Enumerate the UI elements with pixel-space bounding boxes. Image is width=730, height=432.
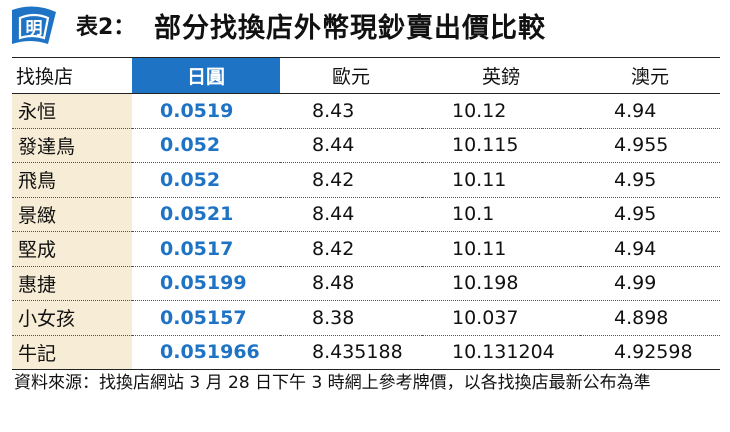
table-number: 表2：	[76, 15, 136, 40]
store-cell: 景緻	[12, 197, 132, 232]
table-row: 牛記 0.051966 8.435188 10.131204 4.92598	[12, 335, 720, 370]
exchange-rate-table: 找換店 日圓 歐元 英鎊 澳元 永恒 0.0519 8.43 10.12 4.9…	[12, 57, 720, 370]
column-header-aud: 澳元	[580, 57, 720, 94]
column-header-jpy: 日圓	[132, 57, 280, 94]
jpy-cell: 0.0517	[132, 231, 280, 267]
gbp-cell: 10.115	[422, 128, 580, 163]
aud-cell: 4.955	[580, 128, 720, 163]
store-cell: 飛鳥	[12, 162, 132, 198]
aud-cell: 4.94	[580, 231, 720, 267]
jpy-cell: 0.0519	[132, 93, 280, 129]
store-cell: 牛記	[12, 335, 132, 370]
gbp-cell: 10.198	[422, 266, 580, 301]
eur-cell: 8.42	[280, 231, 422, 267]
table-row: 堅成 0.0517 8.42 10.11 4.94	[12, 231, 720, 267]
table-row: 景緻 0.0521 8.44 10.1 4.95	[12, 197, 720, 232]
aud-cell: 4.94	[580, 93, 720, 129]
eur-cell: 8.42	[280, 162, 422, 198]
page-title: 部分找換店外幣現鈔賣出價比較	[154, 13, 546, 44]
jpy-cell: 0.052	[132, 128, 280, 163]
gbp-cell: 10.131204	[422, 335, 580, 370]
gbp-cell: 10.1	[422, 197, 580, 232]
header-row: 找換店 日圓 歐元 英鎊 澳元	[12, 57, 720, 94]
eur-cell: 8.435188	[280, 335, 422, 370]
eur-cell: 8.43	[280, 93, 422, 129]
eur-cell: 8.44	[280, 128, 422, 163]
aud-cell: 4.99	[580, 266, 720, 301]
store-cell: 小女孩	[12, 300, 132, 336]
table-row: 飛鳥 0.052 8.42 10.11 4.95	[12, 162, 720, 198]
jpy-cell: 0.052	[132, 162, 280, 198]
source-footnote: 資料來源：找換店網站 3 月 28 日下午 3 時網上參考牌價，以各找換店最新公…	[14, 373, 651, 393]
column-header-gbp: 英鎊	[422, 57, 580, 94]
table-row: 小女孩 0.05157 8.38 10.037 4.898	[12, 300, 720, 336]
jpy-cell: 0.051966	[132, 335, 280, 370]
gbp-cell: 10.11	[422, 231, 580, 267]
gbp-cell: 10.12	[422, 93, 580, 129]
gbp-cell: 10.037	[422, 300, 580, 336]
aud-cell: 4.898	[580, 300, 720, 336]
jpy-cell: 0.0521	[132, 197, 280, 232]
title-bar: 明 表2： 部分找換店外幣現鈔賣出價比較	[0, 0, 730, 52]
table-row: 發達鳥 0.052 8.44 10.115 4.955	[12, 128, 720, 163]
column-header-eur: 歐元	[280, 57, 422, 94]
jpy-cell: 0.05199	[132, 266, 280, 301]
table-row: 永恒 0.0519 8.43 10.12 4.94	[12, 93, 720, 129]
gbp-cell: 10.11	[422, 162, 580, 198]
column-header-store: 找換店	[12, 57, 132, 94]
logo-char: 明	[26, 19, 43, 39]
eur-cell: 8.38	[280, 300, 422, 336]
jpy-cell: 0.05157	[132, 300, 280, 336]
aud-cell: 4.95	[580, 197, 720, 232]
store-cell: 永恒	[12, 93, 132, 129]
store-cell: 惠捷	[12, 266, 132, 301]
aud-cell: 4.95	[580, 162, 720, 198]
table-row: 惠捷 0.05199 8.48 10.198 4.99	[12, 266, 720, 301]
newspaper-logo-icon: 明	[12, 6, 56, 45]
aud-cell: 4.92598	[580, 335, 720, 370]
store-cell: 堅成	[12, 231, 132, 267]
eur-cell: 8.48	[280, 266, 422, 301]
store-cell: 發達鳥	[12, 128, 132, 163]
eur-cell: 8.44	[280, 197, 422, 232]
